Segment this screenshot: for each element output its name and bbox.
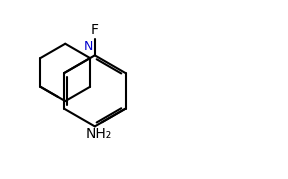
Text: NH₂: NH₂ [86, 127, 112, 141]
Text: N: N [84, 40, 93, 53]
Text: F: F [91, 23, 99, 37]
